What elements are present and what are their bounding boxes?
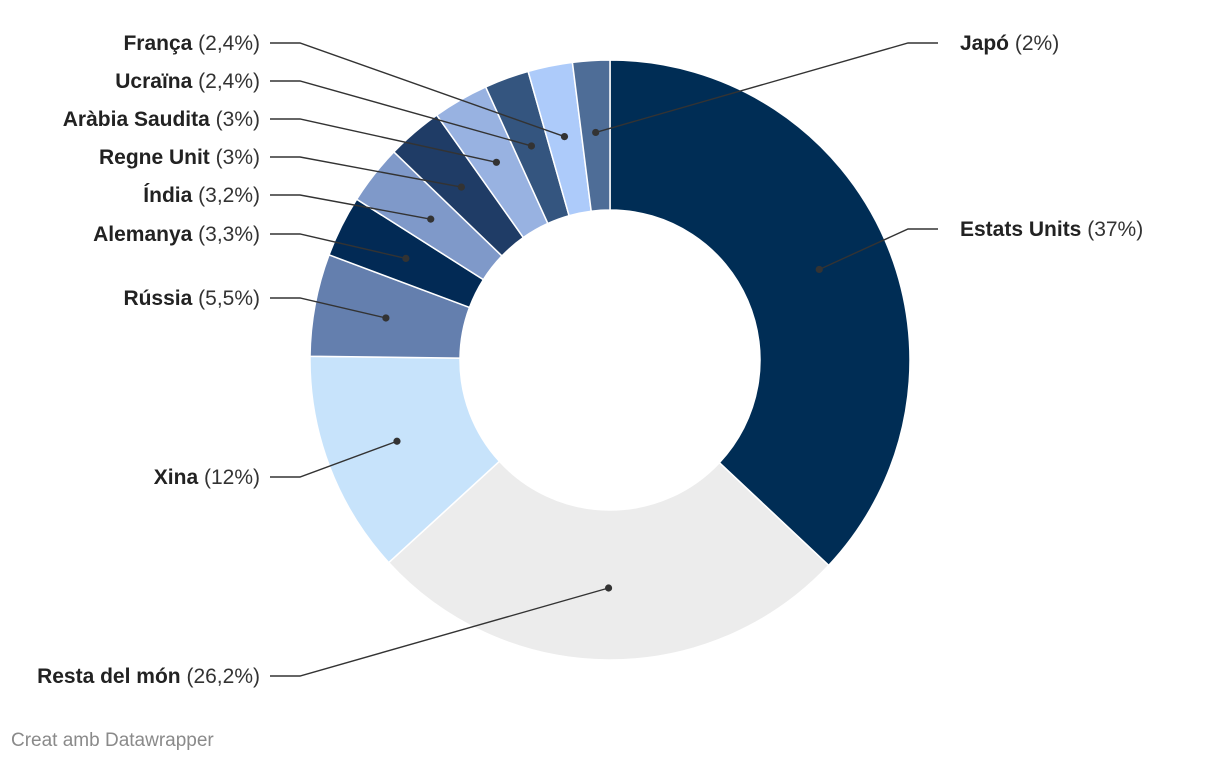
label-name: Xina — [154, 466, 199, 489]
leader-dot-alemanya — [402, 254, 410, 263]
leader-line-alemanya — [270, 233, 407, 260]
leader-line-ucraina — [270, 80, 532, 147]
label-percent: (3%) — [210, 108, 260, 131]
label-russia: Rússia (5,5%) — [123, 287, 260, 310]
leader-dot-japo — [592, 128, 600, 137]
label-name: Estats Units — [960, 218, 1081, 241]
leader-dot-india — [427, 215, 435, 223]
label-name: Alemanya — [93, 223, 193, 246]
label-percent: (5,5%) — [192, 287, 260, 310]
leader-line-estats-units — [818, 228, 938, 271]
label-percent: (3%) — [210, 146, 260, 169]
label-resta-del-mon: Resta del món (26,2%) — [37, 665, 260, 688]
leader-dot-regne-unit — [457, 183, 465, 191]
donut-slices — [309, 59, 911, 661]
label-percent: (26,2%) — [181, 665, 260, 688]
label-japo: Japó (2%) — [960, 32, 1059, 55]
leader-line-japo — [595, 42, 938, 134]
leader-dot-resta-del-mon — [604, 584, 613, 592]
label-arabia-saudita: Aràbia Saudita (3%) — [63, 108, 260, 131]
label-name: Resta del món — [37, 665, 181, 688]
label-name: Rússia — [123, 287, 192, 310]
label-name: França — [123, 32, 192, 55]
slice-japo — [571, 59, 611, 213]
label-xina: Xina (12%) — [154, 466, 260, 489]
label-percent: (2,4%) — [192, 32, 260, 55]
label-percent: (12%) — [198, 466, 260, 489]
label-percent: (37%) — [1081, 218, 1143, 241]
leader-dot-estats-units — [815, 265, 823, 274]
label-percent: (3,3%) — [192, 223, 260, 246]
footer-credit: Creat amb Datawrapper — [11, 730, 214, 751]
leader-dot-ucraina — [527, 142, 536, 150]
leader-line-india — [270, 194, 431, 220]
leader-dot-xina — [393, 437, 401, 445]
label-percent: (2%) — [1009, 32, 1059, 55]
leader-line-xina — [270, 440, 398, 478]
leader-lines — [270, 42, 938, 677]
label-regne-unit: Regne Unit (3%) — [99, 146, 260, 169]
leader-line-resta-del-mon — [270, 587, 609, 677]
leader-line-arabia-saudita — [270, 118, 497, 163]
label-franca: França (2,4%) — [123, 32, 260, 55]
label-name: Regne Unit — [99, 146, 210, 169]
leader-line-russia — [270, 297, 387, 319]
label-name: Aràbia Saudita — [63, 108, 210, 131]
label-name: Japó — [960, 32, 1009, 55]
label-india: Índia (3,2%) — [143, 184, 260, 207]
slice-resta-del-mon — [387, 460, 830, 661]
slice-estats-units — [609, 59, 911, 567]
label-alemanya: Alemanya (3,3%) — [93, 223, 260, 246]
label-percent: (2,4%) — [192, 70, 260, 93]
leader-line-franca — [270, 42, 565, 138]
label-name: Índia — [143, 184, 192, 207]
label-percent: (3,2%) — [192, 184, 260, 207]
leader-dot-arabia-saudita — [492, 158, 501, 166]
leader-line-regne-unit — [270, 156, 462, 188]
slice-labels: Estats Units (37%) Resta del món (26,2%) X… — [37, 32, 1143, 688]
label-estats-units: Estats Units (37%) — [960, 218, 1143, 241]
leader-dot-russia — [382, 314, 390, 322]
leader-dot-franca — [560, 132, 569, 141]
label-ucraina: Ucraïna (2,4%) — [115, 70, 260, 93]
label-name: Ucraïna — [115, 70, 192, 93]
